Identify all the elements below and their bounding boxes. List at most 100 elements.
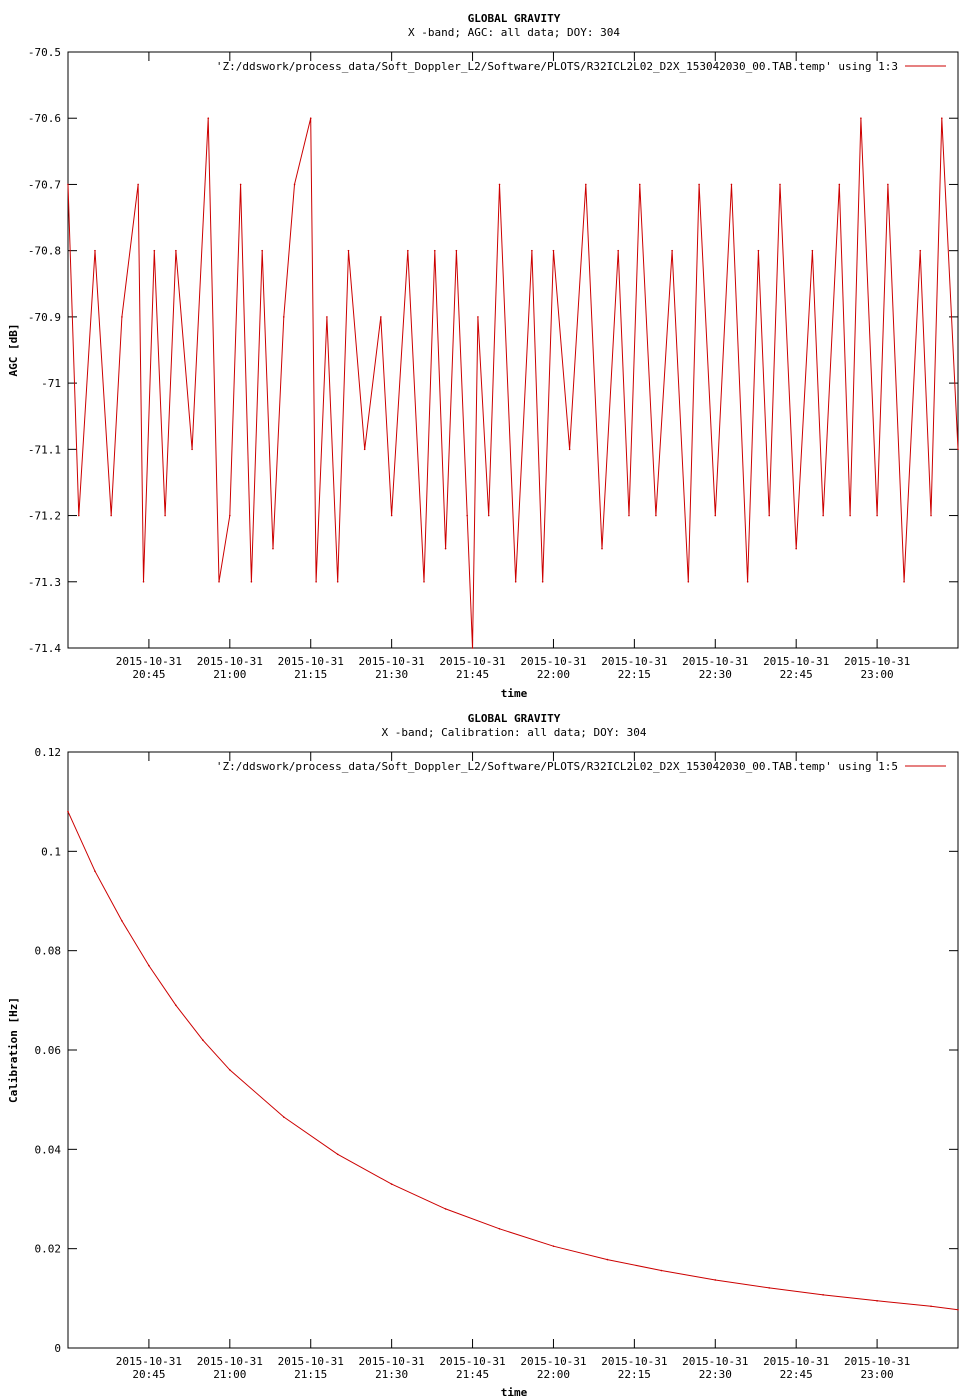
data-point [541,580,544,583]
data-point [293,183,296,186]
data-point [390,514,393,517]
data-point [941,117,943,120]
legend-label: 'Z:/ddswork/process_data/Soft_Doppler_L2… [216,760,898,773]
data-point [175,1004,177,1007]
data-point [957,448,959,451]
plot-frame [67,51,959,649]
data-point [191,448,193,451]
data-point [121,920,123,922]
data-point [407,249,409,252]
data-point [698,183,700,186]
y-tick-label: 0.1 [41,845,61,858]
data-point [153,249,156,252]
x-tick-label-time: 20:45 [132,1368,165,1381]
data-point [919,249,922,252]
data-point [849,514,851,517]
x-axis-label: time [501,687,528,700]
data-point [606,1258,609,1261]
x-tick-label-time: 21:00 [213,1368,246,1381]
data-point [315,580,317,583]
y-tick-label: -70.7 [28,178,61,191]
data-point [282,1116,285,1118]
x-tick-label-time: 21:15 [294,668,327,681]
data-point [957,1308,959,1311]
y-tick-label: -70.6 [28,112,61,125]
x-tick-label-date: 2015-10-31 [844,655,910,668]
x-tick-label-time: 23:00 [861,668,894,681]
data-point [309,117,312,120]
data-point [148,964,150,967]
data-point [477,316,479,318]
x-tick-label-date: 2015-10-31 [763,655,829,668]
y-tick-label: -71.3 [28,576,61,589]
data-point [433,249,436,252]
data-point [229,514,231,517]
x-tick-label-date: 2015-10-31 [682,1355,748,1368]
data-point [110,514,112,517]
x-tick-label-date: 2015-10-31 [520,655,586,668]
data-point [250,580,253,583]
x-tick-label-time: 21:45 [456,1368,489,1381]
series-line [67,811,959,1311]
data-point [363,448,366,451]
data-point [876,1300,878,1302]
data-point [336,580,339,583]
x-tick-label-time: 21:00 [213,668,246,681]
data-point [380,316,382,318]
data-point [423,580,425,583]
chart-title-line1: GLOBAL GRAVITY [468,12,561,25]
data-point [94,870,96,872]
series-line [67,118,959,649]
x-tick-label-date: 2015-10-31 [359,1355,425,1368]
data-point [272,547,274,550]
data-point [746,580,749,583]
data-point [336,1153,339,1156]
y-tick-label: 0.12 [35,746,62,759]
x-tick-label-date: 2015-10-31 [520,1355,586,1368]
x-tick-label-time: 20:45 [132,668,165,681]
x-tick-label-time: 22:00 [537,1368,570,1381]
x-tick-label-time: 21:30 [375,668,408,681]
data-point [487,514,490,517]
data-point [531,249,533,252]
x-tick-label-date: 2015-10-31 [844,1355,910,1368]
data-point [164,514,166,517]
data-point [628,514,630,517]
data-point [444,547,447,550]
data-point [655,514,657,517]
data-point [768,1287,771,1289]
y-tick-label: 0.02 [35,1243,62,1256]
data-point [175,249,177,252]
y-tick-label: -70.9 [28,311,61,324]
y-tick-label: -71.1 [28,443,61,456]
x-tick-label-date: 2015-10-31 [682,655,748,668]
data-point [887,183,889,186]
x-tick-label-time: 21:45 [456,668,489,681]
y-tick-label: 0.08 [35,945,62,958]
y-tick-label: -71 [41,377,61,390]
data-point [903,580,905,583]
data-point [876,514,878,517]
x-tick-label-date: 2015-10-31 [278,655,344,668]
data-point [498,183,501,186]
data-point [930,1305,932,1308]
x-tick-label-time: 21:15 [294,1368,327,1381]
data-point [229,1069,231,1071]
y-axis-label: AGC [dB] [7,324,20,377]
data-point [390,1183,393,1185]
x-tick-label-date: 2015-10-31 [601,1355,667,1368]
x-tick-label-date: 2015-10-31 [763,1355,829,1368]
data-point [757,249,760,252]
chart-title-line1: GLOBAL GRAVITY [468,712,561,725]
data-point [638,183,641,186]
x-tick-label-time: 21:30 [375,1368,408,1381]
data-point [142,580,145,583]
x-tick-label-date: 2015-10-31 [116,1355,182,1368]
data-point [282,316,285,318]
data-point [671,249,673,252]
x-tick-label-date: 2015-10-31 [278,1355,344,1368]
y-tick-label: -71.2 [28,510,61,523]
agc-chart: GLOBAL GRAVITY X -band; AGC: all data; D… [7,12,959,700]
data-point [552,1245,555,1247]
